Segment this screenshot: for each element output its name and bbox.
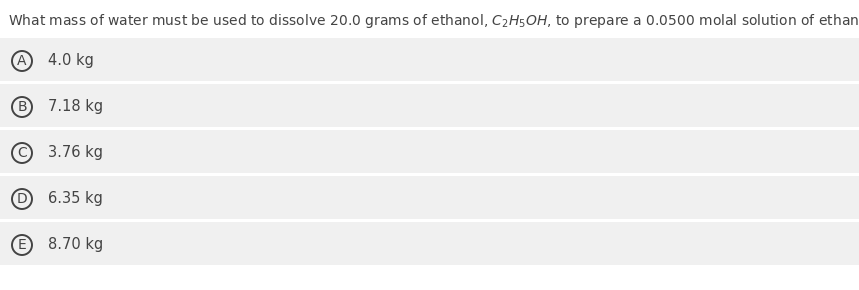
- FancyBboxPatch shape: [0, 84, 859, 127]
- Text: 6.35 kg: 6.35 kg: [48, 191, 103, 206]
- FancyBboxPatch shape: [0, 222, 859, 265]
- Text: 8.70 kg: 8.70 kg: [48, 238, 103, 253]
- FancyBboxPatch shape: [0, 130, 859, 173]
- Text: A: A: [17, 54, 27, 68]
- Text: B: B: [17, 100, 27, 114]
- Text: E: E: [18, 238, 27, 252]
- Text: D: D: [16, 192, 27, 206]
- Text: 7.18 kg: 7.18 kg: [48, 99, 103, 115]
- Text: C: C: [17, 146, 27, 160]
- FancyBboxPatch shape: [0, 38, 859, 81]
- FancyBboxPatch shape: [0, 176, 859, 219]
- Text: 4.0 kg: 4.0 kg: [48, 53, 94, 68]
- Text: 3.76 kg: 3.76 kg: [48, 146, 103, 160]
- Text: What mass of water must be used to dissolve 20.0 grams of ethanol, $\mathit{C}_2: What mass of water must be used to disso…: [8, 12, 859, 30]
